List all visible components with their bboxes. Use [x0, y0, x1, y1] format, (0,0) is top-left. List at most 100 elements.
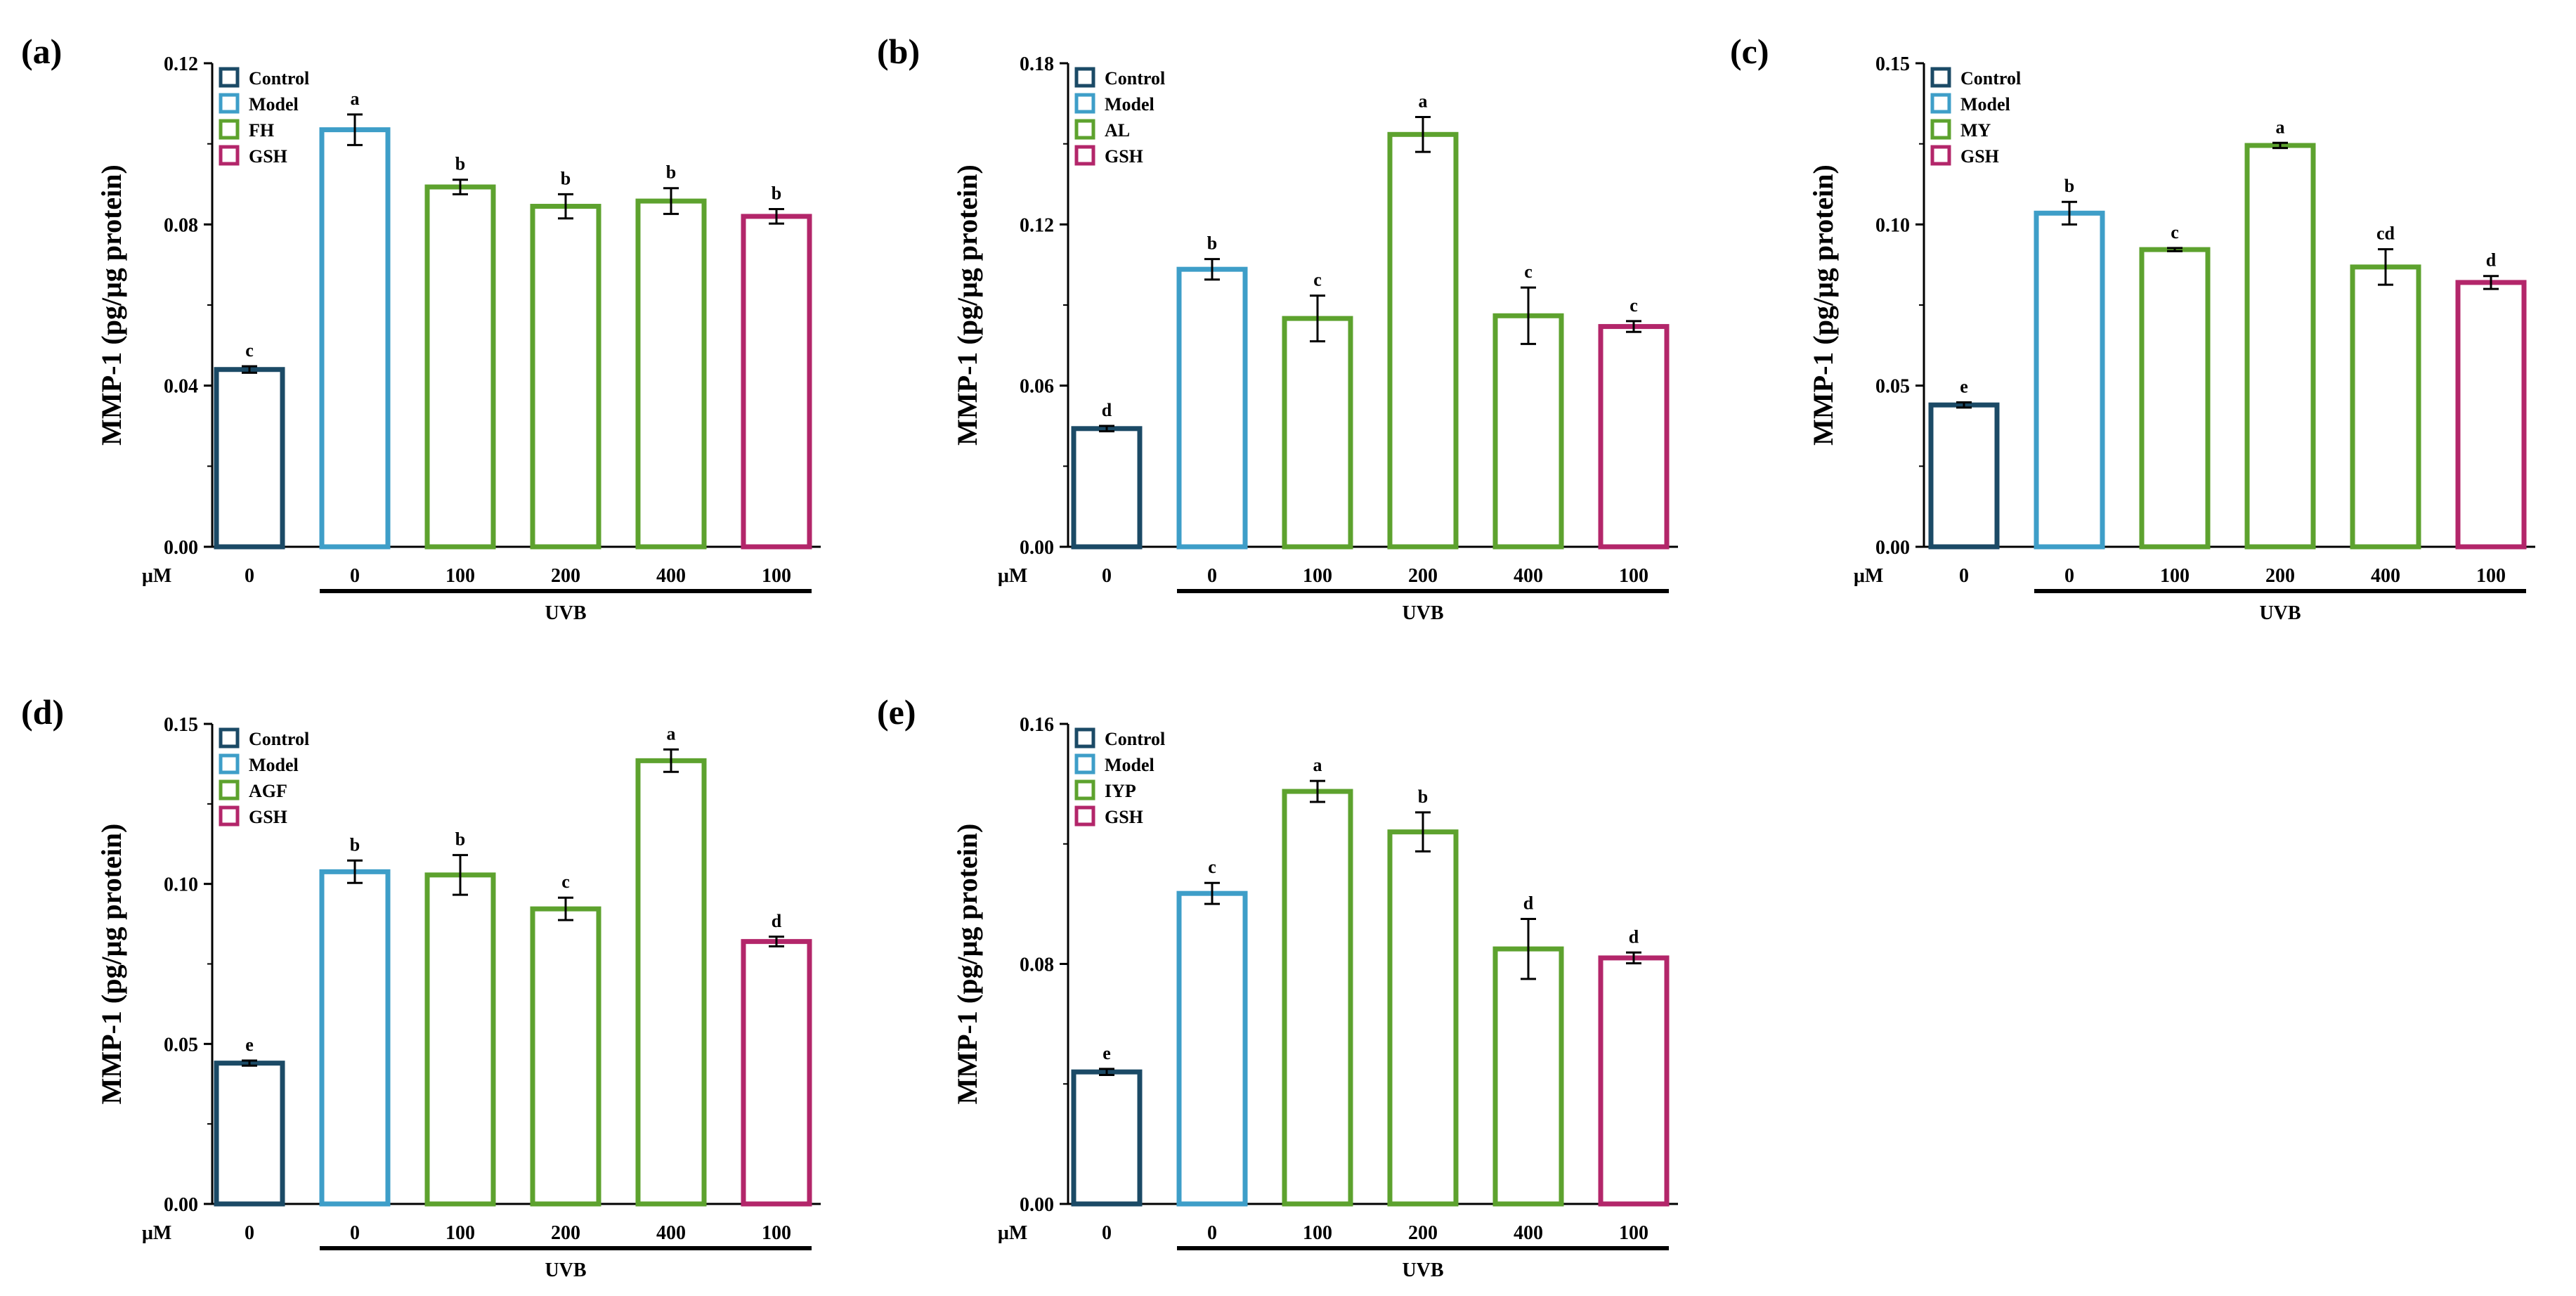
y-axis-label: MMP-1 (pg/μg protein) [951, 824, 983, 1105]
y-axis-label: MMP-1 (pg/μg protein) [951, 164, 983, 446]
x-tick-label: 100 [762, 1222, 791, 1244]
bar [530, 204, 601, 550]
legend-label: AL [1105, 120, 1130, 141]
panel-label: (d) [21, 692, 64, 732]
legend-swatch [1930, 119, 1951, 140]
y-tick-label: 0.18 [1020, 53, 1054, 75]
bar [1071, 1069, 1143, 1207]
legend-label: GSH [1105, 146, 1143, 167]
significance-letter: d [1523, 893, 1534, 913]
significance-letter: b [561, 168, 571, 188]
legend-swatch [1930, 67, 1951, 88]
uvb-label: UVB [2259, 602, 2301, 624]
significance-letter: a [667, 723, 676, 744]
panel-label: (b) [877, 32, 920, 71]
significance-letter: b [455, 829, 465, 850]
y-axis-label: MMP-1 (pg/μg protein) [96, 824, 127, 1105]
y-tick-label: 0.10 [1875, 214, 1910, 236]
significance-letter: cd [2376, 223, 2395, 244]
legend-swatch [219, 145, 240, 166]
chart-panel-b: (b) 0.00 0.06 0.12 0.18 MMP-1 (pg/μg protein)… [877, 32, 1678, 624]
significance-letter: c [245, 340, 254, 361]
x-tick-label: 100 [2476, 565, 2506, 587]
significance-letter: a [2276, 117, 2285, 137]
x-tick-label: 400 [1514, 1222, 1543, 1244]
legend-label: Control [249, 729, 309, 749]
significance-letter: e [1960, 377, 1968, 397]
legend-label: Model [1960, 94, 2010, 115]
bar [2455, 280, 2527, 550]
bar [1282, 789, 1353, 1207]
y-tick-label: 0.00 [1020, 1194, 1054, 1216]
x-tick-label: 100 [1619, 565, 1648, 587]
x-tick-label: 400 [656, 1222, 686, 1244]
significance-letter: c [1629, 295, 1638, 316]
significance-letter: a [1419, 91, 1428, 111]
y-tick-label: 0.00 [164, 1194, 198, 1216]
bar [2244, 143, 2316, 550]
legend-swatch [1930, 145, 1951, 166]
x-tick-label: 0 [1102, 565, 1112, 587]
significance-letter: c [1524, 261, 1533, 282]
bar [741, 939, 812, 1207]
uvb-label: UVB [1402, 602, 1443, 624]
y-tick-label: 0.16 [1020, 714, 1054, 736]
legend-label: Model [1105, 755, 1154, 775]
legend-label: Model [1105, 94, 1154, 115]
bar [319, 869, 391, 1207]
bar [1598, 955, 1670, 1207]
legend-swatch [1074, 93, 1095, 114]
panel-label: (a) [21, 32, 62, 71]
legend-swatch [219, 753, 240, 775]
bar [530, 906, 601, 1207]
y-tick-label: 0.10 [164, 874, 198, 896]
legend-label: Model [249, 755, 299, 775]
bar [1387, 829, 1459, 1207]
bar [214, 1061, 285, 1207]
bar [319, 127, 391, 550]
uvb-label: UVB [545, 1259, 586, 1281]
legend-label: GSH [249, 807, 287, 827]
legend-swatch [1930, 93, 1951, 114]
x-tick-label: 200 [1408, 1222, 1438, 1244]
x-tick-label: 400 [656, 565, 686, 587]
bar [1176, 266, 1248, 550]
legend-swatch [1074, 119, 1095, 140]
bar [1492, 946, 1564, 1207]
chart-panel-c: (c) 0.00 0.05 0.10 0.15 MMP-1 (pg/μg protein)… [1730, 32, 2535, 624]
legend-swatch [219, 67, 240, 88]
y-tick-label: 0.05 [164, 1034, 198, 1056]
bar [2350, 264, 2421, 550]
x-tick-label: 100 [762, 565, 791, 587]
bar [1176, 890, 1248, 1207]
legend-label: Control [249, 68, 309, 89]
x-tick-label: 0 [245, 565, 254, 587]
dose-unit-label: μM [998, 565, 1027, 587]
legend-swatch [219, 727, 240, 749]
legend-swatch [219, 93, 240, 114]
significance-letter: d [772, 911, 782, 931]
dose-unit-label: μM [142, 565, 171, 587]
bar [1492, 313, 1564, 550]
significance-letter: e [245, 1035, 254, 1055]
x-tick-label: 0 [350, 565, 360, 587]
y-tick-label: 0.00 [1020, 537, 1054, 559]
legend-label: FH [249, 120, 274, 141]
y-axis-label: MMP-1 (pg/μg protein) [1807, 164, 1839, 446]
bar [1387, 131, 1459, 550]
x-tick-label: 0 [1207, 1222, 1217, 1244]
legend-label: IYP [1105, 781, 1136, 801]
uvb-label: UVB [1402, 1259, 1443, 1281]
dose-unit-label: μM [998, 1222, 1027, 1244]
legend-swatch [1074, 727, 1095, 749]
legend-label: MY [1960, 120, 1991, 141]
significance-letter: b [350, 834, 360, 855]
significance-letter: c [2171, 222, 2179, 242]
bar [424, 184, 496, 550]
y-tick-label: 0.15 [164, 714, 198, 736]
bar [741, 214, 812, 550]
y-tick-label: 0.08 [164, 214, 198, 236]
x-tick-label: 400 [1514, 565, 1543, 587]
x-tick-label: 100 [445, 565, 475, 587]
legend-swatch [1074, 753, 1095, 775]
